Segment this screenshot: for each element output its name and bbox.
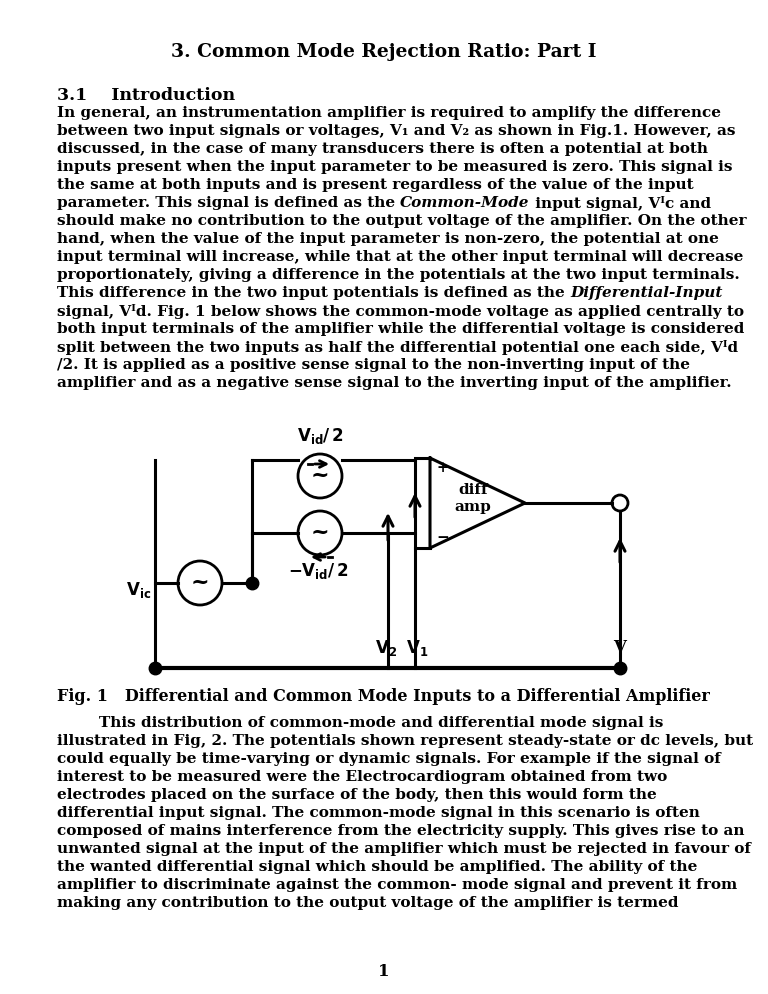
Text: 1: 1 — [379, 963, 389, 980]
Text: discussed, in the case of many transducers there is often a potential at both: discussed, in the case of many transduce… — [57, 142, 708, 156]
Text: $\mathbf{V_1}$: $\mathbf{V_1}$ — [406, 638, 428, 658]
Text: composed of mains interference from the electricity supply. This gives rise to a: composed of mains interference from the … — [57, 824, 744, 838]
Text: between two input signals or voltages, V₁ and V₂ as shown in Fig.1. However, as: between two input signals or voltages, V… — [57, 124, 736, 138]
Text: ~: ~ — [311, 465, 329, 487]
Text: unwanted signal at the input of the amplifier which must be rejected in favour o: unwanted signal at the input of the ampl… — [57, 842, 751, 856]
Text: /2. It is applied as a positive sense signal to the non-inverting input of the: /2. It is applied as a positive sense si… — [57, 358, 690, 372]
Text: should make no contribution to the output voltage of the amplifier. On the other: should make no contribution to the outpu… — [57, 214, 746, 228]
Text: amp: amp — [455, 500, 492, 514]
Text: inputs present when the input parameter to be measured is zero. This signal is: inputs present when the input parameter … — [57, 160, 733, 174]
Text: $\mathbf{V_{ic}}$: $\mathbf{V_{ic}}$ — [126, 580, 151, 600]
Text: split between the two inputs as half the differential potential one each side, V: split between the two inputs as half the… — [57, 340, 738, 355]
Text: both input terminals of the amplifier while the differential voltage is consider: both input terminals of the amplifier wh… — [57, 322, 744, 336]
Text: In general, an instrumentation amplifier is required to amplify the difference: In general, an instrumentation amplifier… — [57, 106, 721, 120]
Text: the same at both inputs and is present regardless of the value of the input: the same at both inputs and is present r… — [57, 178, 694, 192]
Text: proportionately, giving a difference in the potentials at the two input terminal: proportionately, giving a difference in … — [57, 268, 740, 282]
Text: amplifier to discriminate against the common- mode signal and prevent it from: amplifier to discriminate against the co… — [57, 878, 737, 892]
Text: Common-Mode: Common-Mode — [400, 196, 530, 210]
Text: $\mathbf{V_2}$: $\mathbf{V_2}$ — [375, 638, 397, 658]
Text: signal, Vᴵd. Fig. 1 below shows the common-mode voltage as applied centrally to: signal, Vᴵd. Fig. 1 below shows the comm… — [57, 304, 744, 319]
Text: amplifier and as a negative sense signal to the inverting input of the amplifier: amplifier and as a negative sense signal… — [57, 376, 732, 390]
Text: electrodes placed on the surface of the body, then this would form the: electrodes placed on the surface of the … — [57, 788, 657, 802]
Text: parameter. This signal is defined as the: parameter. This signal is defined as the — [57, 196, 400, 210]
Text: ~: ~ — [311, 522, 329, 544]
Text: 3. Common Mode Rejection Ratio: Part I: 3. Common Mode Rejection Ratio: Part I — [171, 43, 597, 61]
Text: illustrated in Fig, 2. The potentials shown represent steady-state or dc levels,: illustrated in Fig, 2. The potentials sh… — [57, 734, 753, 748]
Text: making any contribution to the output voltage of the amplifier is termed: making any contribution to the output vo… — [57, 896, 678, 910]
Text: Fig. 1   Differential and Common Mode Inputs to a Differential Amplifier: Fig. 1 Differential and Common Mode Inpu… — [57, 688, 710, 705]
Text: V: V — [614, 639, 627, 656]
Text: diff: diff — [458, 483, 488, 497]
Text: hand, when the value of the input parameter is non-zero, the potential at one: hand, when the value of the input parame… — [57, 232, 719, 246]
Text: input signal, Vᴵc and: input signal, Vᴵc and — [530, 196, 711, 211]
Text: 3.1    Introduction: 3.1 Introduction — [57, 87, 235, 104]
Text: differential input signal. The common-mode signal in this scenario is often: differential input signal. The common-mo… — [57, 806, 700, 820]
Text: This difference in the two input potentials is defined as the: This difference in the two input potenti… — [57, 286, 570, 300]
Text: the wanted differential signal which should be amplified. The ability of the: the wanted differential signal which sho… — [57, 860, 697, 874]
Text: $\mathbf{V_{id}/\,2}$: $\mathbf{V_{id}/\,2}$ — [296, 426, 343, 446]
Text: input terminal will increase, while that at the other input terminal will decrea: input terminal will increase, while that… — [57, 250, 743, 264]
Text: ~: ~ — [190, 572, 210, 594]
Text: could equally be time-varying or dynamic signals. For example if the signal of: could equally be time-varying or dynamic… — [57, 752, 721, 766]
Text: This distribution of common-mode and differential mode signal is: This distribution of common-mode and dif… — [57, 716, 664, 730]
Text: Differential-Input: Differential-Input — [570, 286, 723, 300]
Text: −: − — [436, 531, 449, 545]
Text: +: + — [436, 461, 448, 475]
Text: $\mathbf{-V_{id}/\,2}$: $\mathbf{-V_{id}/\,2}$ — [288, 561, 349, 581]
Text: interest to be measured were the Electrocardiogram obtained from two: interest to be measured were the Electro… — [57, 770, 667, 784]
